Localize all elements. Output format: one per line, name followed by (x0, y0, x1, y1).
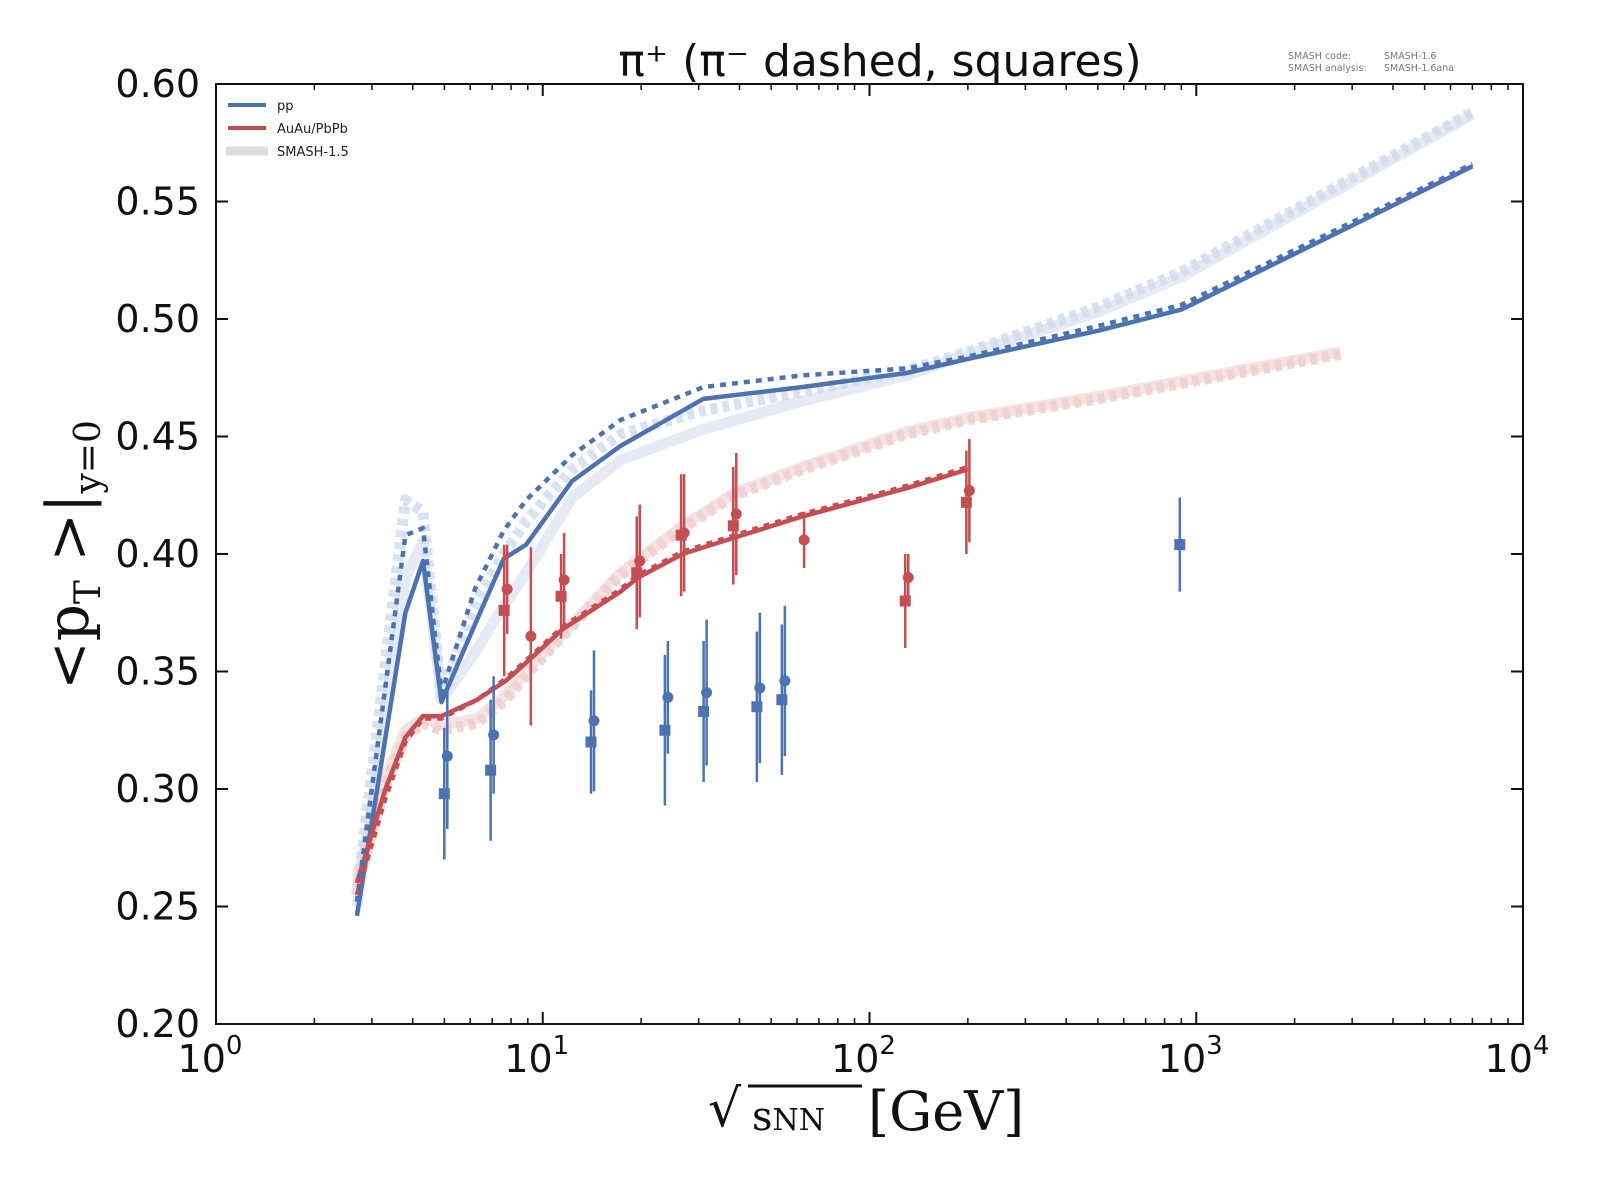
series-line-auau_old-old-dashed (351, 348, 1342, 890)
data-point-square (960, 496, 972, 508)
series-line-auau-dashed (354, 464, 969, 896)
data-point-square (585, 736, 597, 748)
x-tick-label: 103 (1158, 1031, 1223, 1081)
axis-ticks: 0.20 0.25 0.30 0.35 0.40 0.45 0.50 0.55 0.60 100 1… (115, 62, 1549, 1081)
x-tick-label: 100 (178, 1031, 243, 1081)
y-tick-label: 0.30 (115, 767, 200, 811)
y-axis-label-text: <pT >|y=0 (34, 420, 109, 690)
x-tick-label: 104 (1485, 1031, 1550, 1081)
y-tick-label: 0.55 (115, 180, 200, 224)
legend-label-pp: pp (277, 99, 294, 114)
data-point-square (485, 764, 497, 776)
x-tick-label: 101 (504, 1031, 569, 1081)
series-line-pp_old-old-dashed (351, 107, 1476, 896)
data-point-square (498, 604, 510, 616)
series-layer (351, 107, 1476, 917)
x-axis-label-unit: [GeV] (868, 1080, 1024, 1143)
data-points-layer (438, 438, 1186, 860)
data-point-square (1174, 539, 1186, 551)
data-point-square (776, 694, 788, 706)
y-tick-label: 0.40 (115, 532, 200, 576)
y-tick-label: 0.35 (115, 650, 200, 694)
data-point-square (751, 701, 763, 713)
legend-label-smash15: SMASH-1.5 (277, 145, 349, 160)
y-axis-label: <pT >|y=0 (34, 420, 109, 690)
series-line-pp-dashed (354, 161, 1474, 903)
data-point-circle (525, 630, 537, 642)
data-point-square (727, 520, 739, 532)
data-point-square (698, 705, 710, 717)
data-point-square (659, 724, 671, 736)
data-point-square (438, 788, 450, 800)
y-tick-label: 0.20 (115, 1002, 200, 1046)
smash-code-value: SMASH-1.6 (1384, 51, 1436, 62)
sqrt-symbol: √ (708, 1079, 742, 1139)
x-axis-label: √ sNN [GeV] (708, 1079, 1024, 1143)
y-tick-label: 0.45 (115, 415, 200, 459)
data-point-square (899, 595, 911, 607)
series-line-pp_old-old-solid (351, 109, 1476, 908)
y-tick-label: 0.60 (115, 62, 200, 106)
smash-version-annotation: SMASH code: SMASH-1.6 SMASH analysis: SM… (1288, 51, 1454, 74)
data-point-square (555, 590, 567, 602)
data-point-square (631, 567, 643, 579)
smash-code-label: SMASH code: (1288, 51, 1351, 62)
y-tick-label: 0.25 (115, 885, 200, 929)
chart-title: π⁺ (π⁻ dashed, squares) (618, 36, 1141, 87)
legend-label-auau: AuAu/PbPb (277, 122, 348, 137)
data-point-square (675, 529, 687, 541)
y-tick-label: 0.50 (115, 297, 200, 341)
legend: pp AuAu/PbPb SMASH-1.5 (226, 99, 349, 160)
smash-analysis-value: SMASH-1.6ana (1384, 63, 1454, 74)
x-axis-label-snn: sNN (752, 1094, 825, 1140)
smash-analysis-label: SMASH analysis: (1288, 63, 1367, 74)
x-tick-label: 102 (831, 1031, 896, 1081)
series-line-pp-solid (354, 164, 1474, 917)
data-point-circle (798, 534, 810, 546)
